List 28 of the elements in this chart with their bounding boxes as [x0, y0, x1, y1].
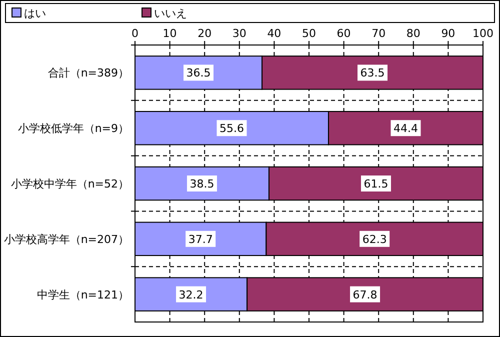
x-tick-label: 70	[372, 27, 386, 40]
x-tick-label: 40	[267, 27, 282, 40]
x-tick-label: 0	[132, 27, 138, 40]
x-tick-label: 80	[406, 27, 420, 40]
legend-label: いいえ	[154, 7, 187, 20]
data-label: 37.7	[188, 232, 213, 246]
data-label: 62.3	[362, 232, 387, 246]
x-tick-label: 50	[302, 27, 316, 40]
legend-label: はい	[24, 7, 46, 20]
x-tick-label: 20	[198, 27, 212, 40]
x-tick-label: 30	[232, 27, 246, 40]
data-label: 32.2	[178, 288, 204, 302]
x-tick-label: 10	[162, 27, 177, 40]
y-tick-label: 小学校中学年（n=52）	[10, 178, 129, 190]
data-label: 38.5	[190, 178, 214, 190]
data-label: 44.4	[393, 122, 418, 136]
y-tick-label: 小学校高学年（n=207）	[4, 232, 129, 246]
y-tick-label: 中学生（n=121）	[36, 288, 129, 302]
data-label: 55.6	[219, 122, 244, 136]
y-tick-label: 合計（n=389）	[48, 66, 129, 80]
data-label: 36.5	[186, 66, 211, 80]
x-tick-label: 100	[472, 27, 494, 40]
data-label: 61.5	[364, 178, 388, 190]
x-tick-label: 60	[336, 27, 351, 40]
data-label: 63.5	[360, 66, 385, 80]
y-tick-label: 小学校低学年（n=9）	[18, 122, 129, 136]
x-tick-label: 90	[441, 27, 456, 40]
data-label: 67.8	[352, 288, 378, 302]
